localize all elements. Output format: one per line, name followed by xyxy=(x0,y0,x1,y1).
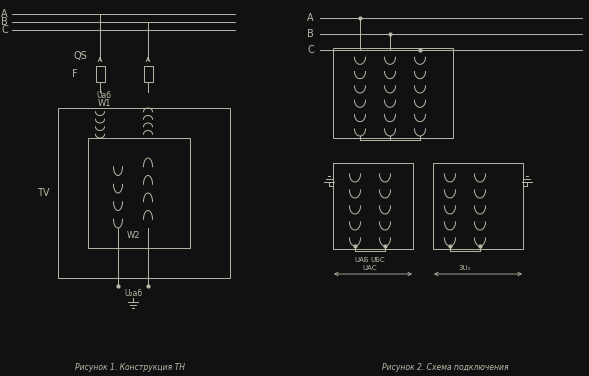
Text: F: F xyxy=(72,69,78,79)
Bar xyxy=(433,163,523,249)
Text: U₂аб: U₂аб xyxy=(124,288,142,297)
Text: Рисунок 2. Схема подключения: Рисунок 2. Схема подключения xyxy=(382,364,508,373)
Text: Рисунок 1. Конструкция ТН: Рисунок 1. Конструкция ТН xyxy=(75,364,185,373)
Text: TV: TV xyxy=(38,188,50,198)
Bar xyxy=(95,66,104,82)
Text: C: C xyxy=(1,25,8,35)
Bar xyxy=(144,66,153,82)
Text: 3U₀: 3U₀ xyxy=(459,265,471,271)
Text: UАС: UАС xyxy=(363,265,378,271)
Text: QS: QS xyxy=(73,51,87,61)
Text: C: C xyxy=(307,45,314,55)
Text: W2: W2 xyxy=(126,232,140,241)
Text: A: A xyxy=(1,9,8,19)
Text: B: B xyxy=(307,29,314,39)
Text: W1: W1 xyxy=(97,99,111,108)
Text: B: B xyxy=(1,17,8,27)
Text: UАБ: UАБ xyxy=(355,257,369,263)
Text: Uаб: Uаб xyxy=(97,91,111,100)
Bar xyxy=(88,138,190,248)
Bar xyxy=(333,163,413,249)
Bar xyxy=(333,48,453,138)
Text: A: A xyxy=(307,13,314,23)
Text: UБС: UБС xyxy=(370,257,385,263)
Bar xyxy=(58,108,230,278)
